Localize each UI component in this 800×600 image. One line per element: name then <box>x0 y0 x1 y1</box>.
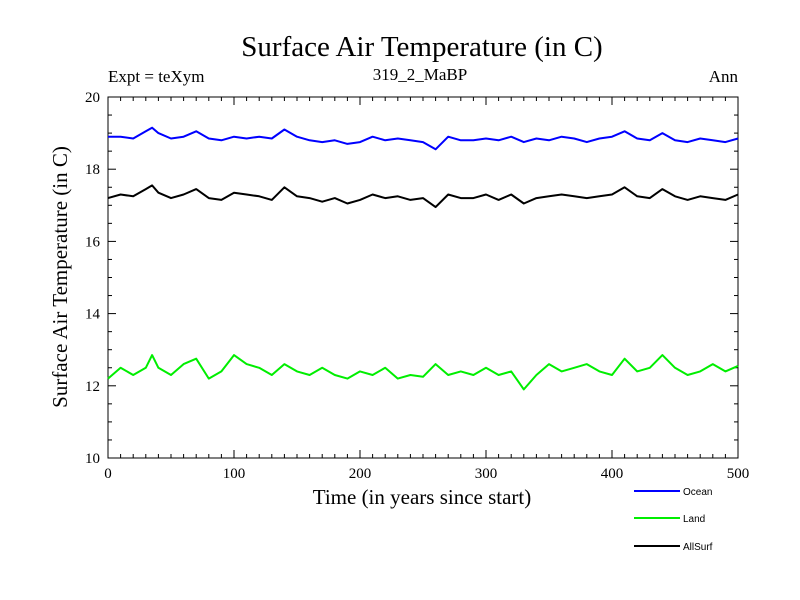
y-tick-label: 10 <box>85 451 100 467</box>
legend-label-ocean: Ocean <box>683 487 712 498</box>
y-tick-label: 14 <box>85 307 101 323</box>
y-tick-label: 20 <box>85 90 100 106</box>
x-tick-label: 500 <box>727 466 750 482</box>
legend-label-land: Land <box>683 514 705 525</box>
y-axis-label: Surface Air Temperature (in C) <box>48 146 72 408</box>
legend-label-allsurf: AllSurf <box>683 542 713 553</box>
series-line-ocean <box>108 126 739 151</box>
series-line-allsurf <box>107 184 739 209</box>
chart-title: Surface Air Temperature (in C) <box>241 31 602 63</box>
y-tick-label: 16 <box>85 234 101 250</box>
chart-subtitle: 319_2_MaBP <box>373 65 467 84</box>
axis-ticks: 0 100 200 300 400 500 10 12 14 16 18 20 <box>85 90 749 482</box>
x-tick-label: 400 <box>601 466 624 482</box>
chart-right-note: Ann <box>709 67 739 86</box>
y-tick-label: 18 <box>85 162 100 178</box>
x-axis-label: Time (in years since start) <box>313 485 532 509</box>
plot-frame <box>107 96 739 459</box>
x-tick-label: 200 <box>349 466 372 482</box>
series-lines <box>107 126 739 391</box>
y-tick-label: 12 <box>85 379 100 395</box>
x-tick-label: 100 <box>223 466 246 482</box>
x-tick-label: 300 <box>475 466 498 482</box>
series-line-land <box>107 354 739 391</box>
x-tick-label: 0 <box>104 466 112 482</box>
legend: Ocean Land AllSurf <box>634 487 713 553</box>
chart-left-note: Expt = teXym <box>108 67 204 86</box>
